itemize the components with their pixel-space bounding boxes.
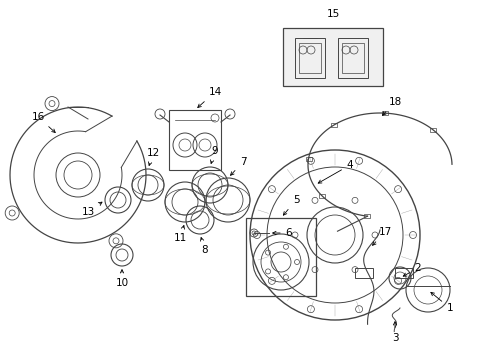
Text: 3: 3 (391, 322, 398, 343)
Bar (341, 43, 363, 73)
Text: 5: 5 (283, 195, 299, 215)
Text: 18: 18 (382, 97, 401, 115)
Bar (331, 123, 337, 127)
Text: 4: 4 (318, 160, 353, 183)
Bar (337, 38, 367, 78)
Bar (245, 218, 315, 296)
Bar (394, 268, 412, 278)
Text: 12: 12 (146, 148, 159, 166)
Bar (354, 268, 372, 278)
Text: 9: 9 (210, 146, 218, 163)
Text: 7: 7 (230, 157, 246, 175)
Text: 1: 1 (430, 292, 452, 313)
Bar (319, 194, 325, 198)
Text: 10: 10 (115, 270, 128, 288)
Bar (305, 157, 311, 161)
Bar (283, 28, 382, 86)
Text: 13: 13 (81, 202, 102, 217)
Text: 17: 17 (372, 227, 391, 245)
Text: 8: 8 (200, 238, 208, 255)
Text: 6: 6 (272, 228, 292, 238)
Bar (429, 128, 435, 132)
Text: 15: 15 (325, 9, 339, 19)
Text: 16: 16 (31, 112, 55, 132)
Text: 14: 14 (197, 87, 221, 108)
Bar (364, 214, 370, 218)
Bar (382, 111, 387, 115)
Bar (294, 38, 325, 78)
Bar (298, 43, 320, 73)
Text: 11: 11 (173, 226, 186, 243)
Text: 2: 2 (403, 263, 421, 276)
Bar (169, 110, 221, 170)
